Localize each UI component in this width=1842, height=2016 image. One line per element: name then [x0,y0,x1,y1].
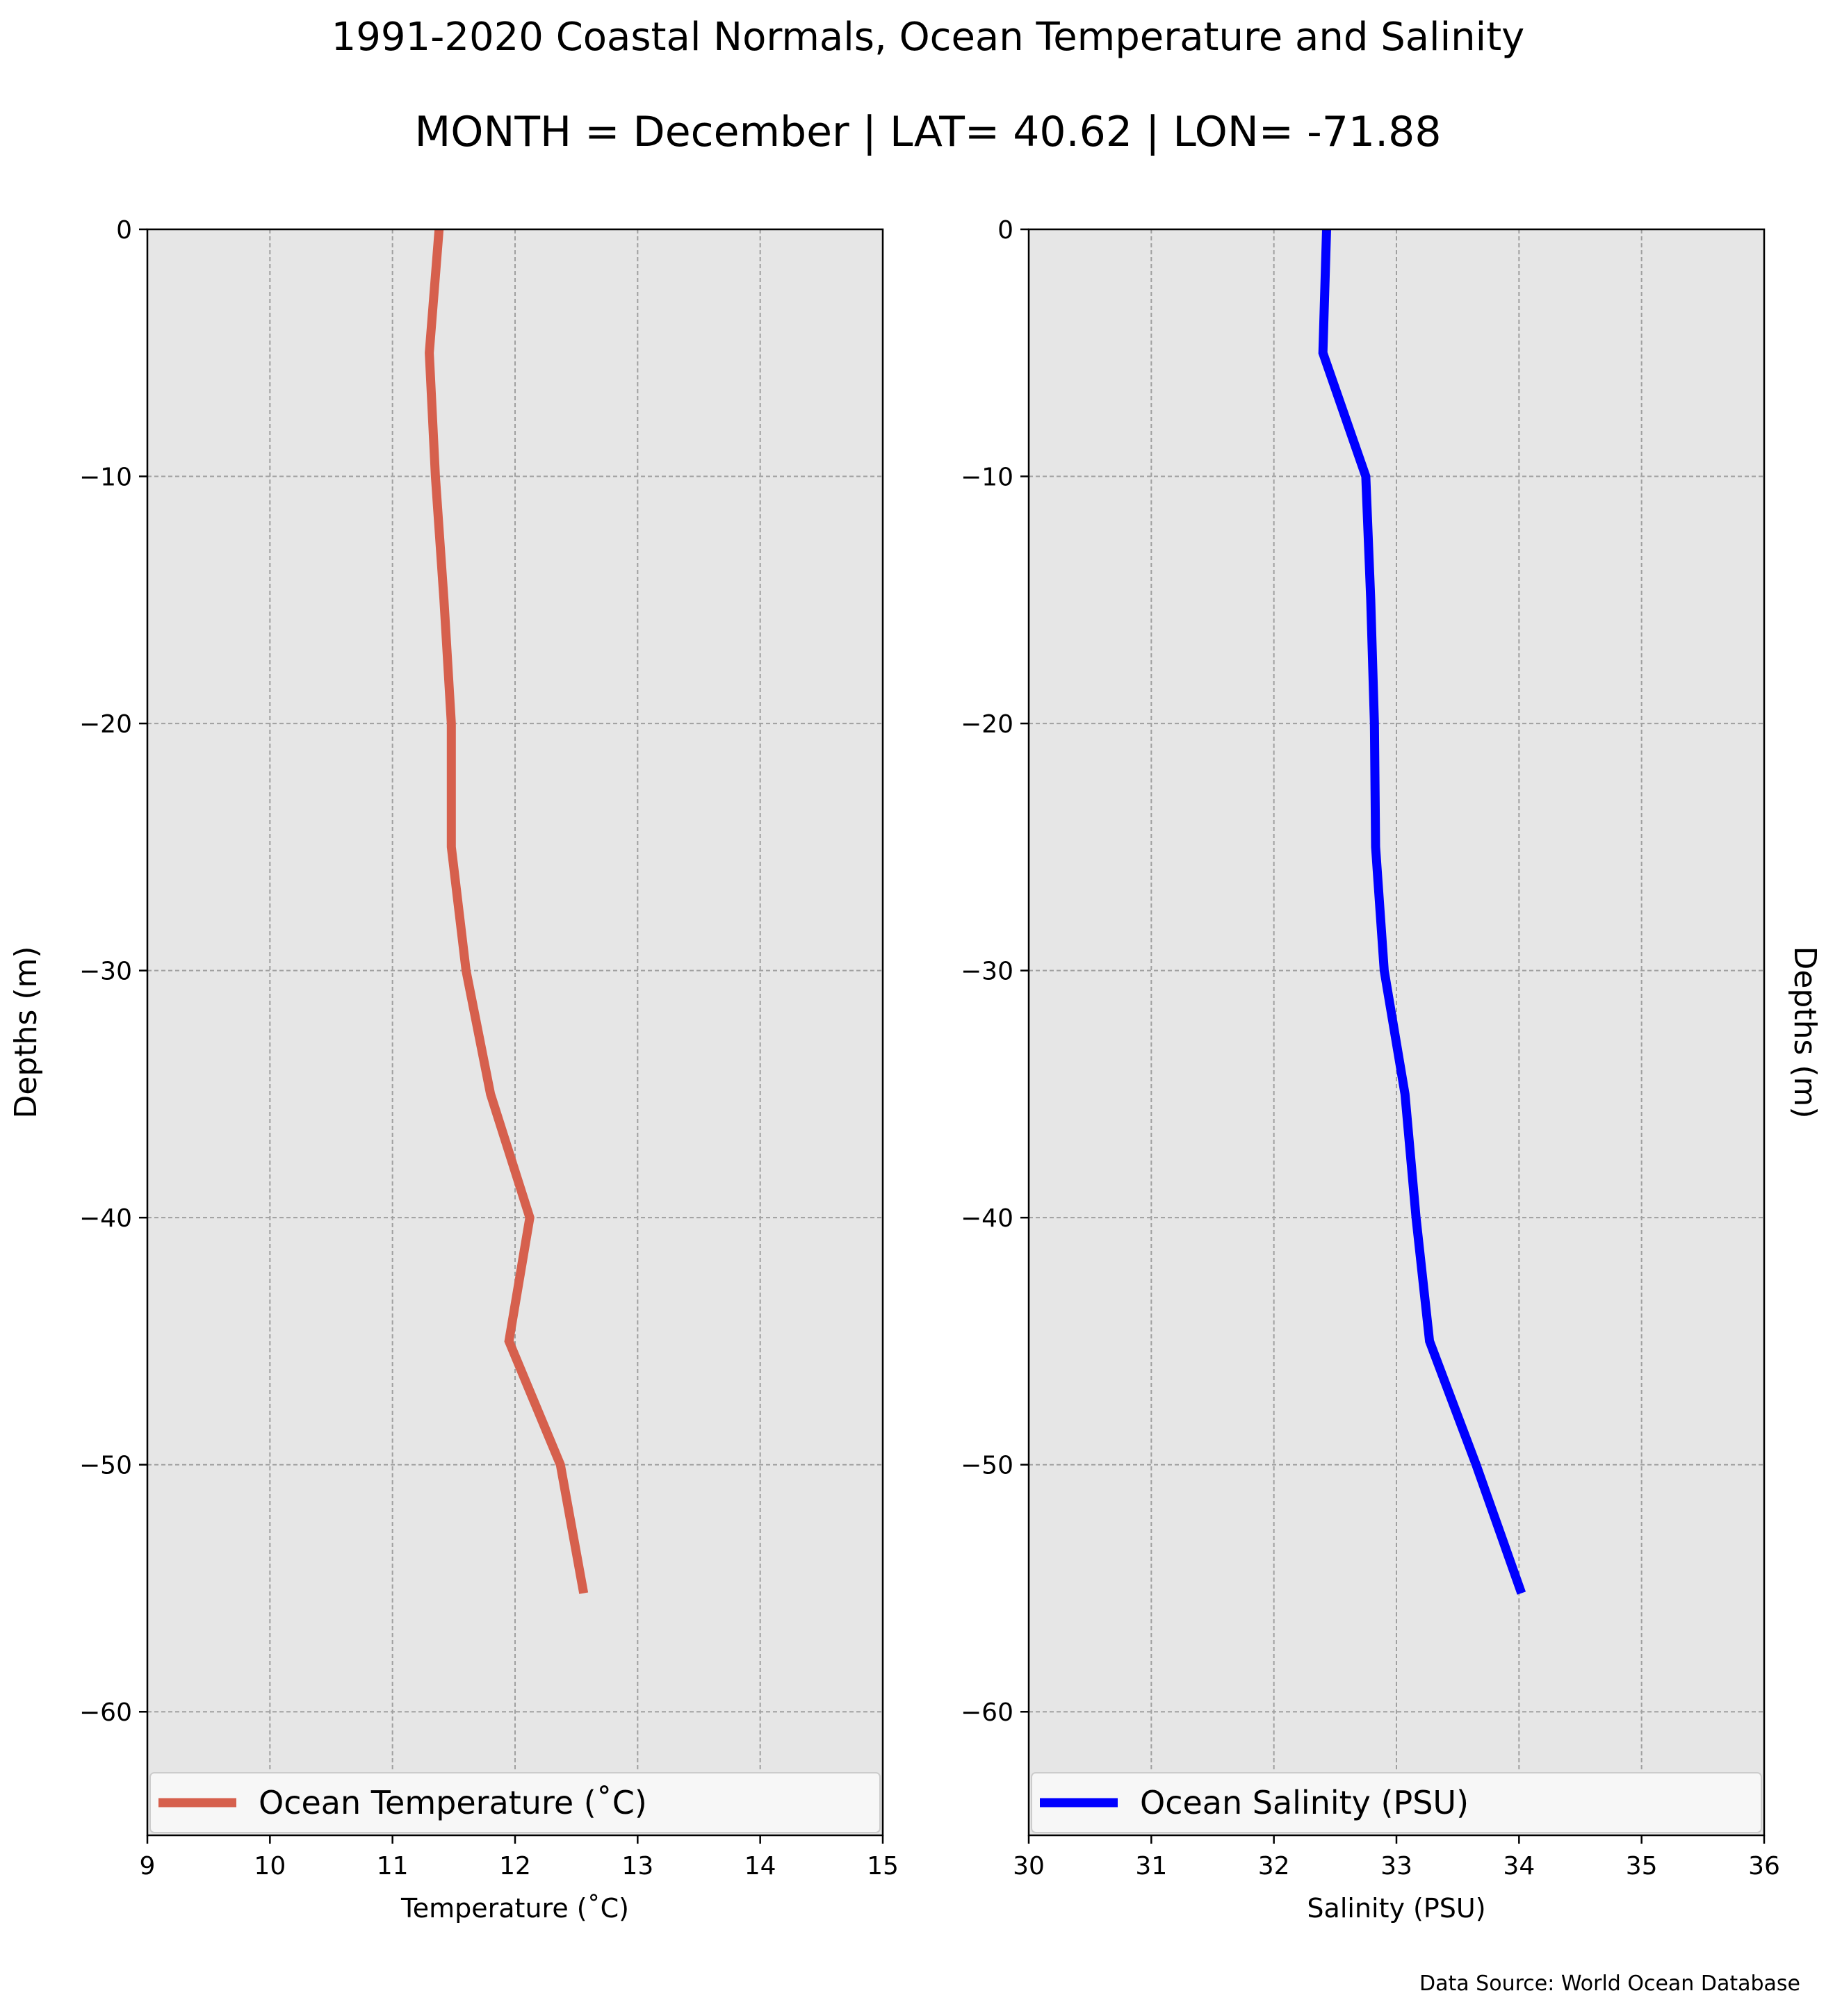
temperature-y-tick-label: −40 [79,1204,132,1233]
salinity-y-tick-label: −10 [961,464,1013,492]
temperature-y-tick-label: −50 [79,1452,132,1480]
temperature-panel: Ocean Temperature (˚C) 9 10 11 12 13 14 15 0 −10 −… [8,216,899,1924]
salinity-legend-label: Ocean Salinity (PSU) [1140,1784,1469,1821]
temperature-y-tick-label: 0 [116,216,132,245]
temperature-x-tick-label: 15 [867,1852,899,1880]
temperature-y-tick-label: −60 [79,1698,132,1727]
temperature-x-tick-label: 14 [744,1852,776,1880]
temperature-x-tick-label: 12 [499,1852,531,1880]
data-source-note: Data Source: World Ocean Database [1419,1972,1800,1996]
figure-title: 1991-2020 Coastal Normals, Ocean Tempera… [332,15,1525,60]
temperature-x-tick-label: 13 [621,1852,653,1880]
salinity-series-line [1318,229,1526,1595]
temperature-x-tick-label: 10 [254,1852,286,1880]
temperature-y-tick-label: −10 [79,464,132,492]
temperature-legend-label: Ocean Temperature (˚C) [259,1784,647,1821]
temperature-y-tick-label: −30 [79,958,132,986]
salinity-y-tick-label: 0 [997,216,1013,245]
salinity-x-tick-label: 35 [1626,1852,1658,1880]
salinity-x-tick-label: 34 [1503,1852,1535,1880]
temperature-x-axis-label: Temperature (˚C) [400,1893,629,1924]
salinity-x-axis-label: Salinity (PSU) [1307,1893,1485,1924]
salinity-legend-box [1031,1772,1762,1833]
salinity-x-tick-label: 33 [1380,1852,1412,1880]
salinity-x-tick-label: 36 [1748,1852,1780,1880]
salinity-y-tick-label: −20 [961,710,1013,739]
figure-subtitle: MONTH = December | LAT= 40.62 | LON= -71… [414,108,1441,156]
salinity-y-tick-label: −50 [961,1452,1013,1480]
salinity-y-axis-label: Depths (m) [1787,946,1823,1118]
temperature-y-tick-label: −20 [79,710,132,739]
salinity-y-tick-label: −60 [961,1698,1013,1727]
salinity-panel: Ocean Salinity (PSU) 30 31 32 33 34 35 36 0 −10 −2… [961,216,1823,1924]
salinity-y-tick-label: −40 [961,1204,1013,1233]
temperature-legend-box [149,1772,881,1833]
salinity-x-tick-label: 30 [1013,1852,1045,1880]
temperature-x-tick-label: 11 [377,1852,409,1880]
salinity-x-tick-label: 32 [1258,1852,1290,1880]
temperature-y-axis-label: Depths (m) [8,946,44,1118]
temperature-series-line [425,229,589,1594]
temperature-x-tick-label: 9 [140,1852,156,1880]
salinity-y-tick-label: −30 [961,958,1013,986]
salinity-x-tick-label: 31 [1135,1852,1167,1880]
